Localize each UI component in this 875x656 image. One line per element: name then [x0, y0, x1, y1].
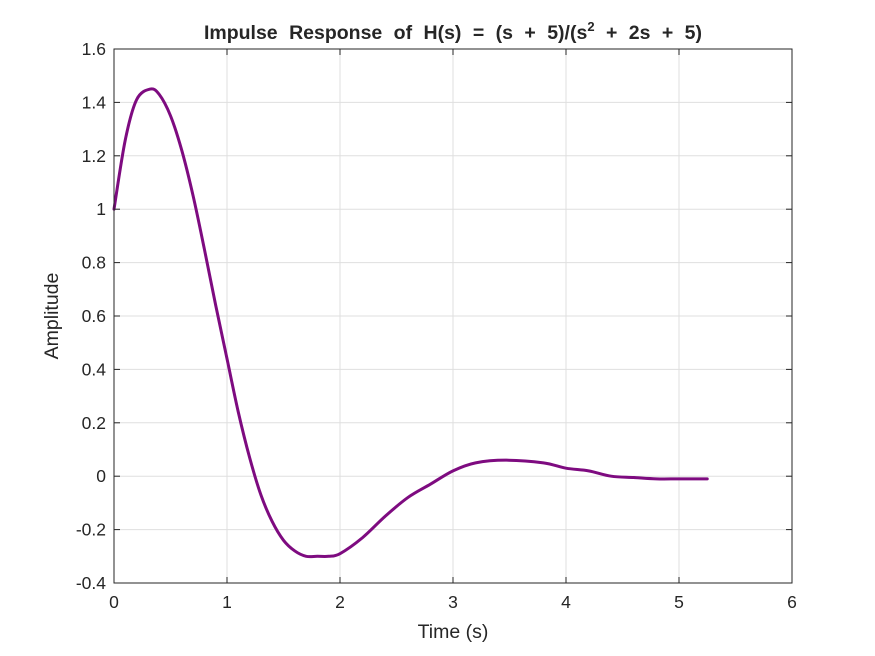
x-tick-labels: 0 1 2 3 4 5 6 [109, 592, 797, 612]
y-tick-label: 0 [96, 466, 106, 486]
y-tick-label: 0.8 [82, 253, 106, 273]
y-tick-labels: -0.4 -0.2 0 0.2 0.4 0.6 0.8 1 1.2 1.4 1.6 [76, 39, 106, 593]
x-tick-label: 5 [674, 592, 684, 612]
series-group [112, 87, 709, 559]
tick-marks [113, 48, 793, 584]
y-tick-label: 1.6 [82, 39, 106, 59]
x-axis-label: Time (s) [418, 621, 489, 643]
x-tick-label: 6 [787, 592, 797, 612]
chart-title: Impulse Response of H(s) = (s + 5)/(s2 +… [204, 19, 702, 44]
y-tick-label: 0.2 [82, 413, 106, 433]
y-tick-label: -0.4 [76, 573, 106, 593]
impulse-response-line [112, 87, 709, 559]
y-tick-label: 1.4 [82, 92, 107, 112]
x-tick-label: 3 [448, 592, 458, 612]
y-tick-label: 1.2 [82, 146, 106, 166]
y-tick-label: 0.6 [82, 306, 106, 326]
y-tick-label: 1 [96, 199, 106, 219]
title-superscript: 2 [587, 19, 594, 34]
x-tick-label: 4 [561, 592, 571, 612]
x-tick-label: 0 [109, 592, 119, 612]
y-axis-label: Amplitude [41, 273, 63, 360]
x-tick-label: 2 [335, 592, 345, 612]
y-tick-label: 0.4 [82, 359, 107, 379]
y-tick-label: -0.2 [76, 520, 106, 540]
title-suffix: + 2s + 5) [595, 22, 702, 44]
x-tick-label: 1 [222, 592, 232, 612]
